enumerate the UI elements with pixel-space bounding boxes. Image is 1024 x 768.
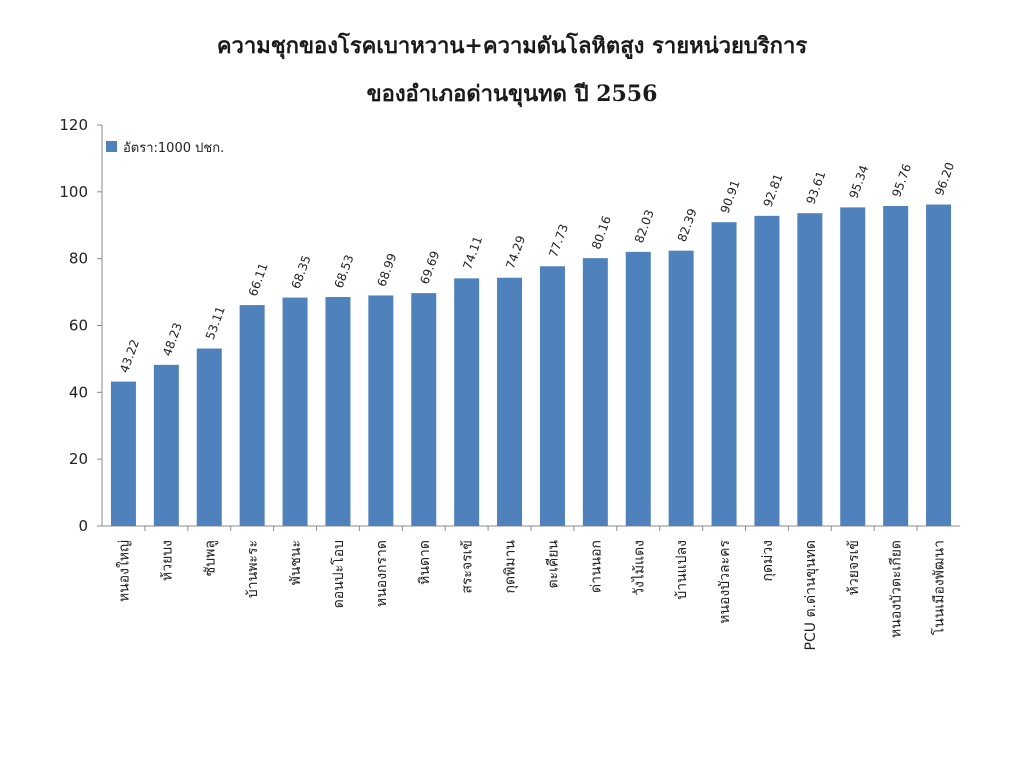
y-tick-label: 120	[59, 116, 88, 134]
data-label: 80.16	[589, 214, 614, 251]
y-tick-label: 40	[69, 383, 88, 401]
bar	[754, 215, 780, 526]
y-tick-label: 0	[78, 517, 88, 535]
bar	[497, 277, 523, 526]
bar	[153, 364, 179, 526]
category-label: บ้านพะระ	[245, 540, 261, 598]
bar	[625, 251, 651, 526]
y-tick-label: 60	[69, 317, 88, 335]
bar	[711, 222, 737, 526]
category-label: บ้านแปลง	[674, 540, 690, 600]
data-label: 82.39	[675, 207, 700, 244]
category-label: พันชนะ	[288, 540, 304, 585]
data-label: 69.69	[417, 249, 442, 286]
data-label: 53.11	[203, 304, 228, 341]
data-label: 92.81	[761, 172, 786, 209]
data-label: 93.61	[804, 169, 829, 206]
data-label: 74.11	[460, 234, 485, 271]
bar	[840, 207, 866, 526]
data-label: 82.03	[632, 208, 657, 245]
category-label: หนองบัวละคร	[717, 540, 733, 624]
y-tick-label: 20	[69, 450, 88, 468]
category-label: ด่านนอก	[588, 540, 604, 593]
category-label: หินดาด	[417, 540, 433, 585]
category-label: หนองกราด	[374, 540, 390, 607]
bar	[325, 296, 351, 526]
data-label: 68.99	[375, 251, 400, 288]
chart-subtitle: ของอำเภอด่านขุนทด ปี 2556	[366, 81, 658, 107]
data-label: 77.73	[546, 222, 571, 259]
bar	[539, 266, 565, 526]
category-label: กุดพิมาน	[503, 540, 519, 594]
category-label: ดอนปะโอบ	[330, 540, 347, 608]
bar	[411, 293, 437, 526]
legend-label: อัตรา:1000 ปชก.	[123, 141, 224, 156]
category-label: สระจรเข้	[460, 540, 476, 594]
data-label: 96.20	[932, 160, 957, 197]
category-label: ห้วยบง	[159, 540, 175, 581]
category-label: หนองใหญ่	[115, 540, 132, 602]
bar	[239, 305, 265, 526]
y-tick-label: 100	[59, 183, 88, 201]
category-label: โนนเมืองพัฒนา	[931, 540, 948, 635]
data-label: 90.91	[718, 178, 743, 215]
data-label: 95.76	[889, 162, 914, 199]
category-label: หนองบัวตะเกียด	[889, 540, 905, 638]
chart-bars: 43.22 48.23 53.11 66.11 68.35 68.53 68.99 69.69…	[110, 160, 957, 526]
category-label: วังไม้แดง	[630, 540, 647, 596]
bar	[368, 295, 394, 526]
category-label: ตะเคียน	[545, 540, 561, 589]
bar	[668, 250, 694, 526]
bar	[883, 206, 909, 526]
bar	[454, 278, 480, 526]
data-label: 74.29	[503, 234, 528, 271]
bar	[282, 297, 308, 526]
y-tick-label: 80	[69, 250, 88, 268]
bar	[926, 204, 952, 526]
category-label: ห้วยจรเข้	[846, 540, 862, 595]
category-label: กุดม่วง	[760, 540, 776, 582]
chart-title: ความชุกของโรคเบาหวาน+ความดันโลหิตสูง ราย…	[216, 33, 808, 59]
data-label: 43.22	[117, 338, 142, 375]
bar	[196, 348, 222, 526]
bar	[582, 258, 608, 526]
bar	[797, 213, 823, 526]
category-label: PCU ต.ด่านขุนทด	[803, 540, 819, 650]
category-label: ซับพลู	[202, 540, 218, 576]
data-label: 48.23	[160, 321, 185, 358]
data-label: 66.11	[246, 261, 271, 298]
legend-swatch	[106, 141, 117, 152]
chart-legend: อัตรา:1000 ปชก.	[106, 141, 224, 156]
data-label: 68.35	[289, 254, 314, 291]
data-label: 68.53	[332, 253, 357, 290]
chart-axes: 0 20 40 60 80 100 120 หนองใหญ่ ห้วยบง ซับพลู บ้านพ…	[59, 116, 960, 650]
bar	[110, 381, 136, 526]
data-label: 95.34	[846, 163, 871, 200]
